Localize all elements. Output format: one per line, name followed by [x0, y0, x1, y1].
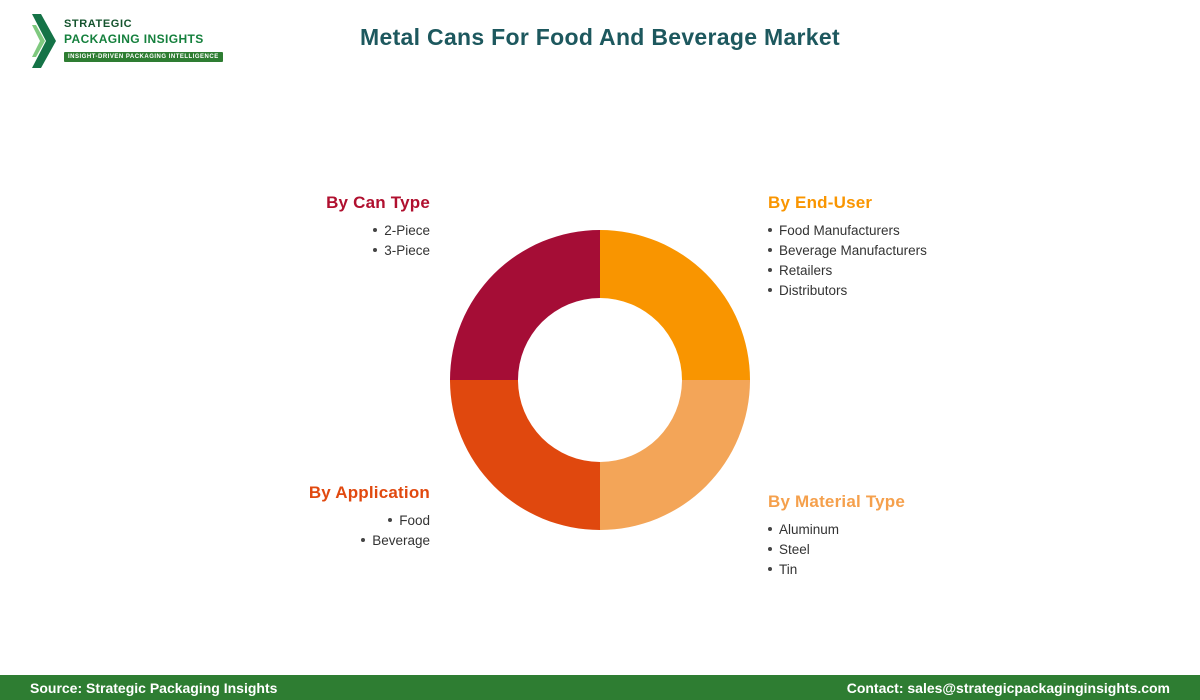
segment-title-end-user: By End-User: [768, 193, 873, 212]
page-title: Metal Cans For Food And Beverage Market: [360, 24, 840, 50]
segment-item: Distributors: [768, 281, 927, 301]
segment-item: Food Manufacturers: [768, 221, 927, 241]
segment-item: 2-Piece: [210, 221, 430, 241]
logo-line1: STRATEGIC: [64, 18, 133, 30]
segment-item: Food: [210, 511, 430, 531]
donut-quadrant-bottom-left: [450, 380, 600, 530]
donut-quadrant-top-right: [600, 230, 750, 380]
logo-text: STRATEGIC PACKAGING INSIGHTS INSIGHT-DRI…: [64, 12, 223, 62]
logo-arrow-icon: [32, 14, 56, 68]
logo-line2: PACKAGING INSIGHTS: [64, 32, 204, 46]
segment-item: Retailers: [768, 261, 927, 281]
segment-end-user: By End-User Food Manufacturers Beverage M…: [768, 193, 927, 301]
segment-item: Aluminum: [768, 520, 905, 540]
footer-source: Source: Strategic Packaging Insights: [30, 679, 278, 696]
segment-application: By Application Food Beverage: [210, 483, 430, 551]
segment-item: Tin: [768, 560, 905, 580]
logo-tagline: INSIGHT-DRIVEN PACKAGING INTELLIGENCE: [64, 52, 223, 62]
segment-item: Beverage Manufacturers: [768, 241, 927, 261]
donut-quadrant-bottom-right: [600, 380, 750, 530]
segment-item: 3-Piece: [210, 241, 430, 261]
segment-items-material-type: Aluminum Steel Tin: [768, 520, 905, 580]
footer-contact: Contact: sales@strategicpackaginginsight…: [846, 679, 1170, 696]
segment-title-can-type: By Can Type: [326, 193, 430, 212]
segment-item: Steel: [768, 540, 905, 560]
segment-items-application: Food Beverage: [210, 511, 430, 551]
footer-bar: Source: Strategic Packaging Insights Con…: [0, 675, 1200, 700]
segment-items-end-user: Food Manufacturers Beverage Manufacturers…: [768, 221, 927, 301]
logo: STRATEGIC PACKAGING INSIGHTS INSIGHT-DRI…: [32, 12, 223, 70]
donut-chart: [450, 230, 750, 530]
segment-item: Beverage: [210, 531, 430, 551]
segment-can-type: By Can Type 2-Piece 3-Piece: [210, 193, 430, 261]
segment-title-application: By Application: [308, 483, 430, 502]
segment-title-material-type: By Material Type: [768, 492, 906, 511]
donut-quadrant-top-left: [450, 230, 600, 380]
segment-items-can-type: 2-Piece 3-Piece: [210, 221, 430, 261]
segment-material-type: By Material Type Aluminum Steel Tin: [768, 492, 905, 580]
